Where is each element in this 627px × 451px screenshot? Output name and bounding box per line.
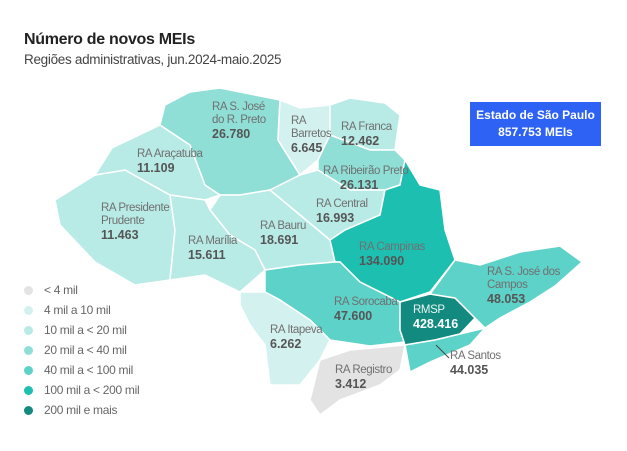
legend-item: 100 mil a < 200 mil (24, 380, 140, 400)
legend-item: < 4 mil (24, 280, 139, 300)
label-bauru: RA Bauru 18.691 (260, 220, 307, 247)
state-total-box: Estado de São Paulo 857.753 MEIs (470, 102, 601, 146)
label-campinas: RA Campinas 134.090 (359, 241, 425, 268)
legend-swatch (24, 325, 33, 335)
region-registro (309, 344, 406, 417)
legend-swatch (24, 385, 33, 395)
region-itapeva (239, 291, 331, 386)
label-barretos: RA Barretos 6.645 (291, 115, 332, 155)
legend-label: 10 mil a < 20 mil (44, 323, 127, 337)
state-total: 857.753 MEIs (498, 125, 573, 139)
region-campinas (329, 157, 456, 303)
map-title: Número de novos MEIs (24, 31, 195, 48)
label-central: RA Central 16.993 (316, 198, 368, 225)
label-registro: RA Registro 3.412 (335, 364, 392, 391)
label-santos: RA Santos 44.035 (450, 350, 501, 377)
santos-leader-line (435, 344, 450, 359)
legend-label: < 4 mil (44, 283, 78, 297)
label-marilia: RA Marília 15.611 (188, 235, 238, 262)
legend-item: 200 mil e mais (24, 400, 139, 420)
legend-swatch (24, 405, 33, 415)
label-franca: RA Franca 12.462 (341, 121, 392, 148)
legend: < 4 mil 4 mil a 10 mil 10 mil a < 20 mil 20… (24, 280, 140, 420)
label-presidente-prudente: RA Presidente Prudente 11.463 (101, 202, 170, 242)
legend-item: 40 mil a < 100 mil (24, 360, 139, 380)
map-subtitle: Regiões administrativas, jun.2024-maio.2… (24, 52, 282, 67)
legend-label: 200 mil e mais (44, 403, 118, 417)
label-sao-jose-campos: RA S. José dos Campos 48.053 (487, 266, 561, 306)
legend-swatch (24, 305, 33, 315)
legend-label: 100 mil a < 200 mil (44, 383, 140, 397)
legend-swatch (24, 285, 33, 295)
legend-item: 20 mil a < 40 mil (24, 340, 139, 360)
region-sao-jose-campos (428, 245, 584, 329)
label-sao-jose-rio-preto: RA S. José do R. Preto 26.780 (212, 101, 266, 141)
label-rmsp: RMSP 428.416 (413, 304, 459, 331)
legend-item: 4 mil a 10 mil (24, 300, 139, 320)
legend-label: 4 mil a 10 mil (44, 303, 111, 317)
legend-label: 20 mil a < 40 mil (44, 343, 127, 357)
legend-swatch (24, 365, 33, 375)
region-santos (404, 326, 488, 374)
label-itapeva: RA Itapeva 6.262 (270, 324, 323, 351)
legend-label: 40 mil a < 100 mil (44, 363, 133, 377)
state-name: Estado de São Paulo (476, 108, 595, 122)
label-ribeirao-preto: RA Ribeirão Preto 26.131 (323, 165, 409, 192)
label-sorocaba: RA Sorocaba 47.600 (334, 296, 398, 323)
label-aracatuba: RA Araçatuba 11.109 (137, 148, 203, 175)
legend-item: 10 mil a < 20 mil (24, 320, 139, 340)
legend-swatch (24, 345, 33, 355)
